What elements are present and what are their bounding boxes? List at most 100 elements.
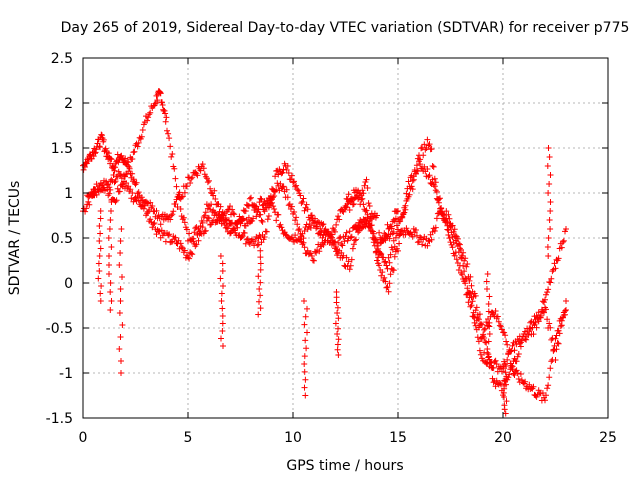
data-point bbox=[294, 186, 301, 193]
data-point bbox=[544, 289, 551, 296]
data-point bbox=[278, 170, 285, 177]
data-point bbox=[444, 219, 451, 226]
x-tick-label: 15 bbox=[389, 430, 407, 446]
data-point bbox=[420, 152, 427, 159]
data-point bbox=[206, 215, 212, 222]
data-point bbox=[464, 261, 471, 267]
data-point bbox=[91, 192, 98, 199]
data-point bbox=[179, 216, 186, 223]
data-point bbox=[495, 318, 502, 325]
data-point bbox=[316, 248, 323, 255]
data-point bbox=[98, 131, 105, 138]
data-point bbox=[254, 242, 261, 249]
data-point bbox=[323, 229, 330, 235]
data-point-excursion bbox=[334, 341, 341, 348]
data-point-excursion bbox=[546, 217, 553, 223]
data-point bbox=[515, 376, 522, 382]
data-point bbox=[449, 222, 456, 229]
data-point bbox=[548, 275, 555, 282]
data-point-excursion bbox=[335, 315, 342, 322]
data-point bbox=[167, 143, 174, 150]
data-point bbox=[192, 225, 199, 232]
data-point bbox=[468, 302, 475, 309]
data-point bbox=[320, 232, 327, 239]
data-point bbox=[401, 209, 408, 216]
data-point bbox=[552, 357, 559, 363]
data-point bbox=[386, 235, 393, 242]
data-point bbox=[342, 204, 349, 211]
data-point bbox=[284, 194, 291, 201]
data-point bbox=[107, 155, 114, 162]
data-point bbox=[314, 219, 321, 226]
data-point bbox=[526, 325, 533, 332]
data-point bbox=[462, 255, 469, 262]
data-point bbox=[530, 383, 537, 390]
data-point bbox=[168, 212, 175, 219]
data-point-excursion bbox=[97, 230, 104, 237]
data-point bbox=[174, 204, 181, 210]
data-point bbox=[222, 216, 229, 223]
data-point-excursion bbox=[118, 370, 124, 376]
data-point bbox=[490, 379, 497, 386]
data-point bbox=[555, 255, 562, 262]
data-point bbox=[153, 207, 160, 214]
data-point bbox=[317, 231, 324, 238]
data-point-excursion bbox=[118, 226, 125, 232]
y-tick-label: 2.5 bbox=[51, 51, 73, 67]
data-point-excursion bbox=[257, 260, 264, 267]
data-point bbox=[111, 179, 118, 186]
data-point bbox=[349, 245, 356, 252]
data-point bbox=[555, 340, 562, 347]
data-point bbox=[207, 185, 214, 192]
data-point-excursion bbox=[117, 238, 124, 244]
data-point bbox=[403, 225, 410, 232]
data-point-excursion bbox=[547, 208, 554, 214]
data-point bbox=[374, 242, 380, 249]
data-point bbox=[288, 172, 295, 179]
data-point bbox=[123, 180, 130, 186]
data-point bbox=[382, 278, 389, 285]
data-point-excursion bbox=[108, 298, 115, 304]
data-point bbox=[516, 340, 523, 347]
data-point bbox=[253, 213, 260, 220]
data-point bbox=[453, 256, 460, 263]
data-point bbox=[197, 167, 204, 174]
data-point bbox=[549, 268, 556, 275]
data-point bbox=[301, 244, 308, 251]
data-point-excursion bbox=[98, 283, 105, 289]
data-point bbox=[159, 102, 166, 108]
data-point bbox=[514, 353, 521, 360]
x-tick-label: 20 bbox=[494, 430, 512, 446]
data-point bbox=[212, 196, 219, 202]
data-point bbox=[430, 163, 437, 170]
data-point bbox=[307, 224, 314, 231]
data-point bbox=[417, 156, 424, 163]
data-point-excursion bbox=[484, 346, 491, 352]
data-point bbox=[211, 209, 218, 216]
data-point bbox=[105, 150, 112, 157]
data-point bbox=[320, 221, 327, 228]
data-point-excursion bbox=[257, 279, 264, 286]
data-point-excursion bbox=[303, 345, 310, 352]
data-point bbox=[180, 214, 187, 221]
data-point-excursion bbox=[117, 334, 124, 340]
data-point bbox=[513, 358, 520, 365]
data-point-excursion bbox=[97, 298, 104, 304]
data-point-excursion bbox=[257, 292, 264, 299]
data-point bbox=[451, 252, 458, 259]
data-point bbox=[350, 241, 357, 248]
data-point bbox=[219, 209, 226, 216]
data-point bbox=[259, 202, 266, 209]
data-point bbox=[213, 219, 220, 225]
data-point bbox=[497, 381, 504, 388]
data-point bbox=[384, 221, 391, 228]
data-point bbox=[151, 220, 158, 226]
data-point bbox=[114, 151, 121, 158]
data-point-excursion bbox=[501, 385, 508, 392]
data-point-excursion bbox=[544, 163, 551, 169]
data-point bbox=[204, 179, 211, 186]
data-point bbox=[330, 239, 337, 246]
data-point bbox=[191, 229, 198, 236]
data-point bbox=[488, 364, 495, 371]
data-point bbox=[217, 203, 224, 210]
